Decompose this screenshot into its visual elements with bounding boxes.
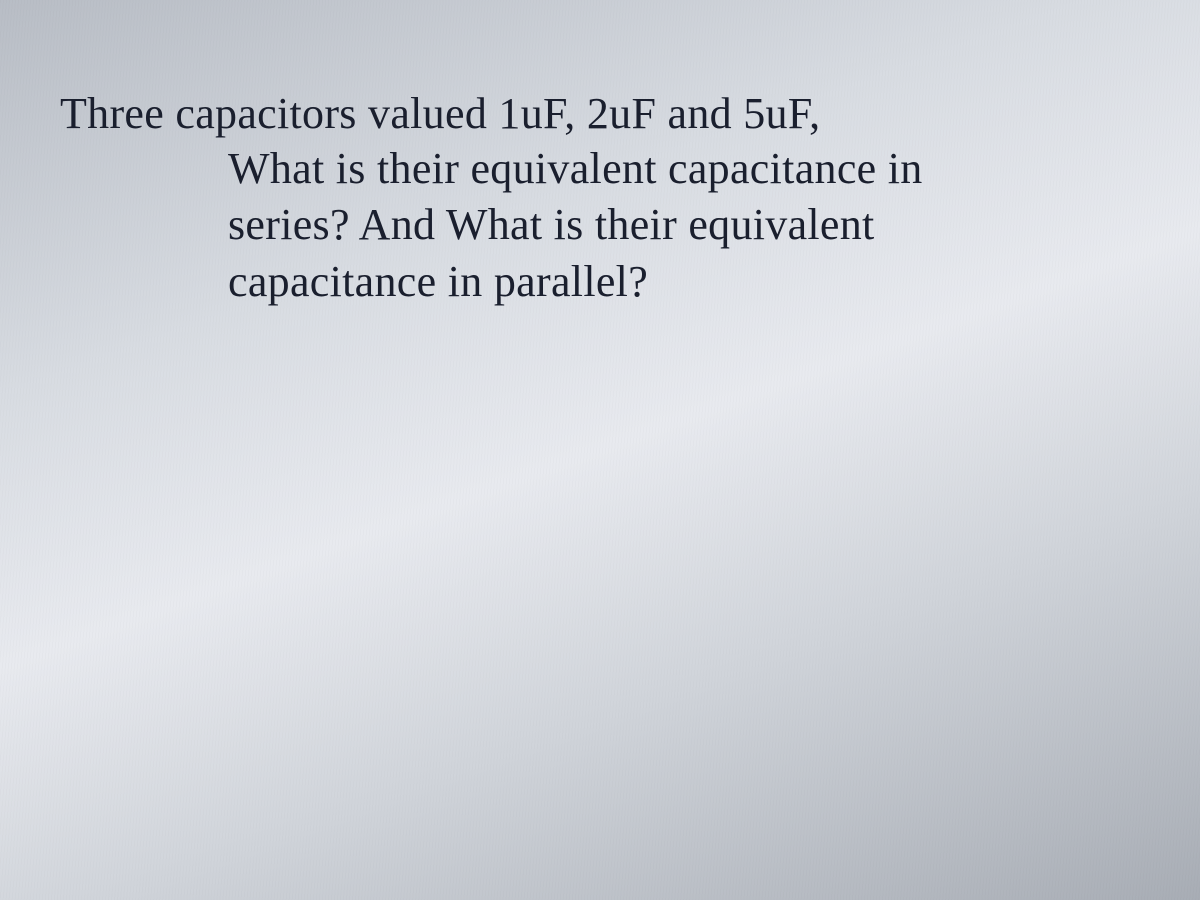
question-text-block: Three capacitors valued 1uF, 2uF and 5uF… [0,0,1200,310]
question-line-3: series? And What is their equivalent [228,197,1200,253]
question-line-1: Three capacitors valued 1uF, 2uF and 5uF… [60,86,1200,141]
question-line-2: What is their equivalent capacitance in [228,141,1200,197]
question-line-4: capacitance in parallel? [228,254,1200,310]
